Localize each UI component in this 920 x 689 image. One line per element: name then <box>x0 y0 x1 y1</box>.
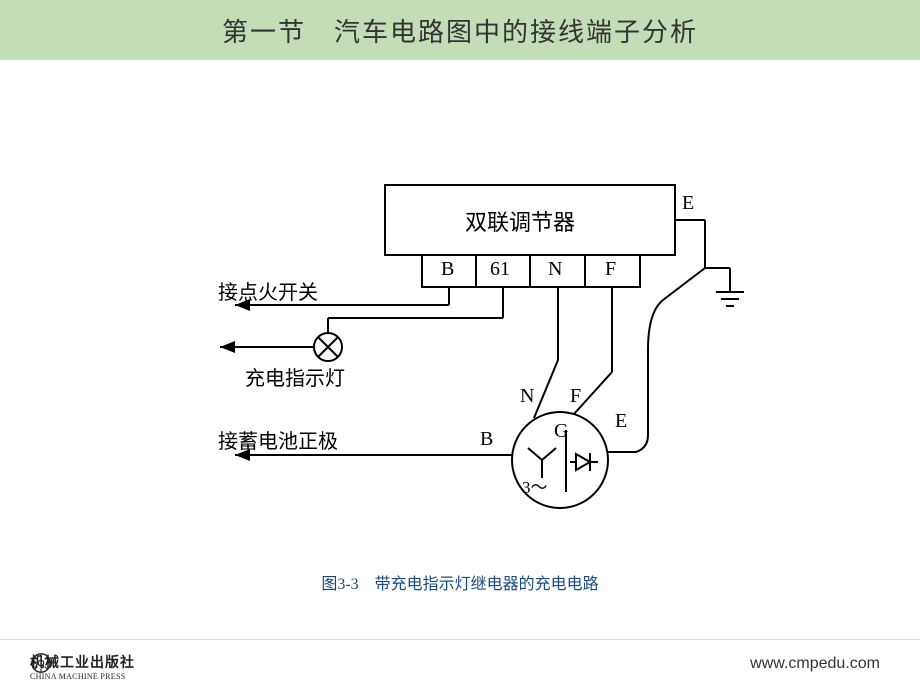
regulator-label: 双联调节器 <box>465 205 575 237</box>
header-title: 第一节 汽车电路图中的接线端子分析 <box>222 12 698 49</box>
gen-n-label: N <box>520 385 534 408</box>
gen-f-label: F <box>570 385 581 408</box>
diagram-svg <box>0 60 920 620</box>
publisher-block: 机械工业出版社 CHINA MACHINE PRESS <box>30 652 135 681</box>
gen-e-label: E <box>615 410 627 433</box>
figure-caption: 图3-3 带充电指示灯继电器的充电电路 <box>0 570 920 594</box>
circuit-diagram: 双联调节器 B 61 N F E 接点火开关 充电指示灯 接蓄电池正极 N F … <box>0 60 920 620</box>
terminal-b-label: B <box>441 258 454 281</box>
charge-indicator-label: 充电指示灯 <box>245 362 345 391</box>
battery-positive-label: 接蓄电池正极 <box>218 425 338 454</box>
terminal-e-label: E <box>682 192 694 215</box>
footer-url: www.cmpedu.com <box>750 655 880 673</box>
gen-3phase-label: 3～ <box>522 473 548 498</box>
terminal-n-label: N <box>548 258 562 281</box>
publisher-logo-icon <box>30 652 52 674</box>
terminal-61-label: 61 <box>490 258 510 281</box>
gen-g-label: G <box>554 420 568 443</box>
terminal-f-label: F <box>605 258 616 281</box>
arrow-indicator <box>220 341 235 353</box>
gen-b-label: B <box>480 428 493 451</box>
slide-footer: 机械工业出版社 CHINA MACHINE PRESS www.cmpedu.c… <box>0 639 920 689</box>
slide-header: 第一节 汽车电路图中的接线端子分析 <box>0 0 920 60</box>
ignition-switch-label: 接点火开关 <box>218 276 318 305</box>
